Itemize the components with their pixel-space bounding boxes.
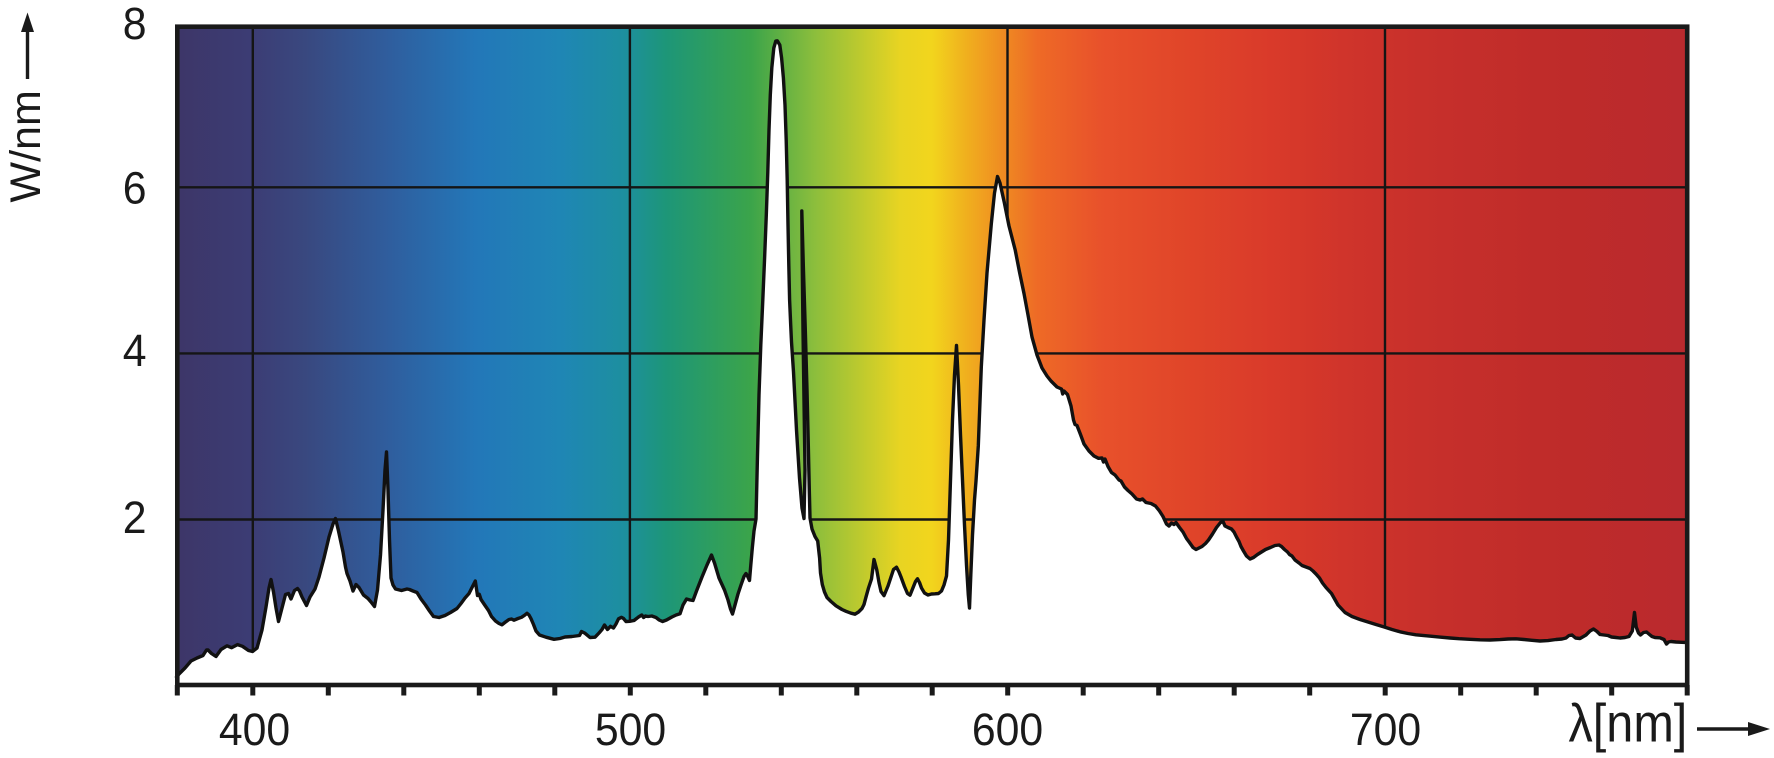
svg-text:W/nm: W/nm [2,90,50,202]
svg-text:λ[nm]: λ[nm] [1569,692,1688,753]
svg-text:6: 6 [123,163,147,213]
svg-text:500: 500 [595,705,666,755]
svg-text:4: 4 [123,326,147,376]
svg-text:2: 2 [123,493,147,543]
svg-text:700: 700 [1350,705,1421,755]
svg-text:600: 600 [972,705,1043,755]
svg-text:400: 400 [219,705,290,755]
svg-text:8: 8 [123,0,147,49]
